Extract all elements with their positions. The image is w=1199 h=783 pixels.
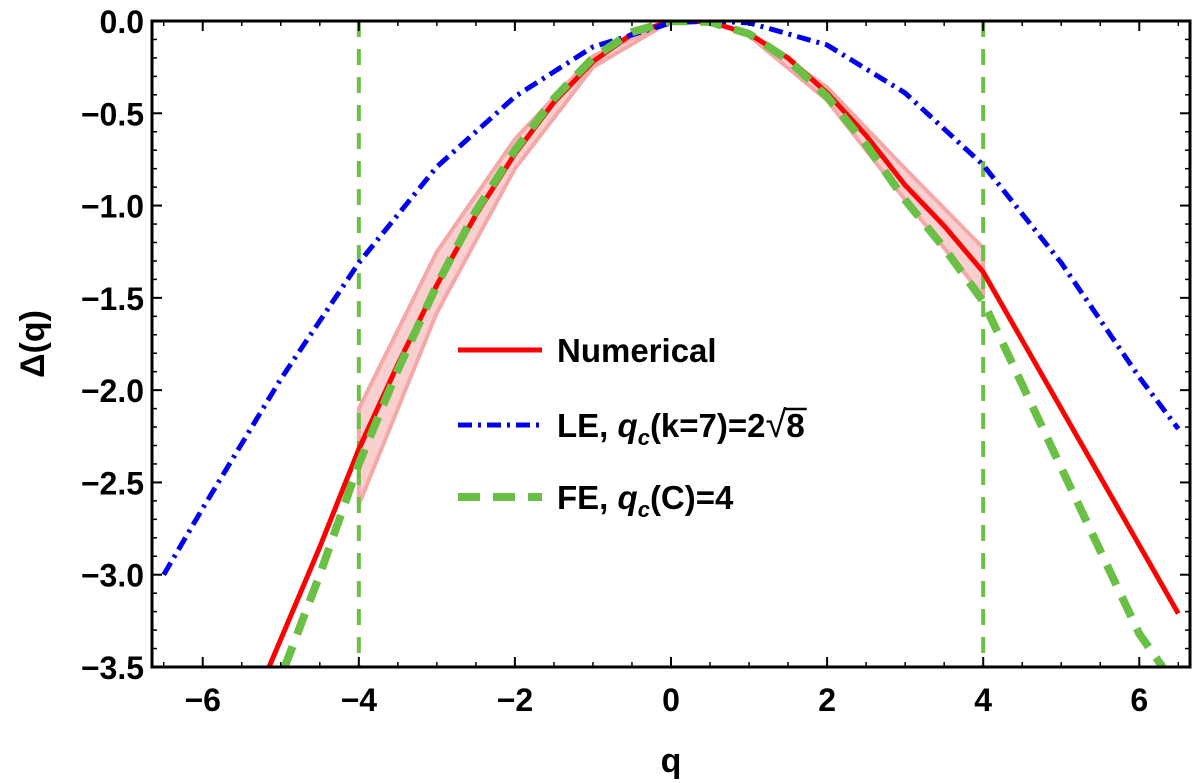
y-tick-label: −2.5 (81, 465, 144, 501)
x-tick-label: 6 (1130, 682, 1148, 718)
x-tick-label: 4 (974, 682, 992, 718)
y-tick-label: −2.0 (81, 373, 144, 409)
legend-entry-2: FE, qc(C)=4 (557, 479, 734, 522)
y-axis-label: Δ(q) (14, 310, 52, 378)
legend-entry-0: Numerical (557, 332, 717, 369)
x-tick-label: 0 (662, 682, 680, 718)
y-tick-label: −1.0 (81, 189, 144, 225)
series-line-2 (280, 21, 1166, 667)
axis-ticks (152, 20, 1190, 668)
x-tick-labels: −6 −4 −2 0 2 4 6 (184, 682, 1148, 718)
y-tick-labels: 0.0 −0.5 −1.0 −1.5 −2.0 −2.5 −3.0 −3.5 (81, 4, 144, 686)
y-tick-label: −1.5 (81, 281, 144, 317)
legend-entry-1: LE, qc(k=7)=2√8 (557, 404, 805, 450)
y-tick-label: −3.0 (81, 558, 144, 594)
x-tick-label: −4 (341, 682, 378, 718)
y-tick-label: −3.5 (81, 650, 144, 686)
y-tick-label: −0.5 (81, 96, 144, 132)
x-axis-label: q (661, 742, 682, 780)
x-tick-label: 2 (818, 682, 836, 718)
x-tick-label: −6 (184, 682, 220, 718)
y-tick-label: 0.0 (100, 4, 144, 40)
uncertainty-band-0 (356, 21, 673, 507)
x-tick-label: −2 (497, 682, 533, 718)
series-line-0 (266, 21, 1181, 667)
reference-lines (356, 21, 986, 667)
legend: Numerical LE, qc(k=7)=2√8 FE, qc(C)=4 (458, 332, 807, 522)
